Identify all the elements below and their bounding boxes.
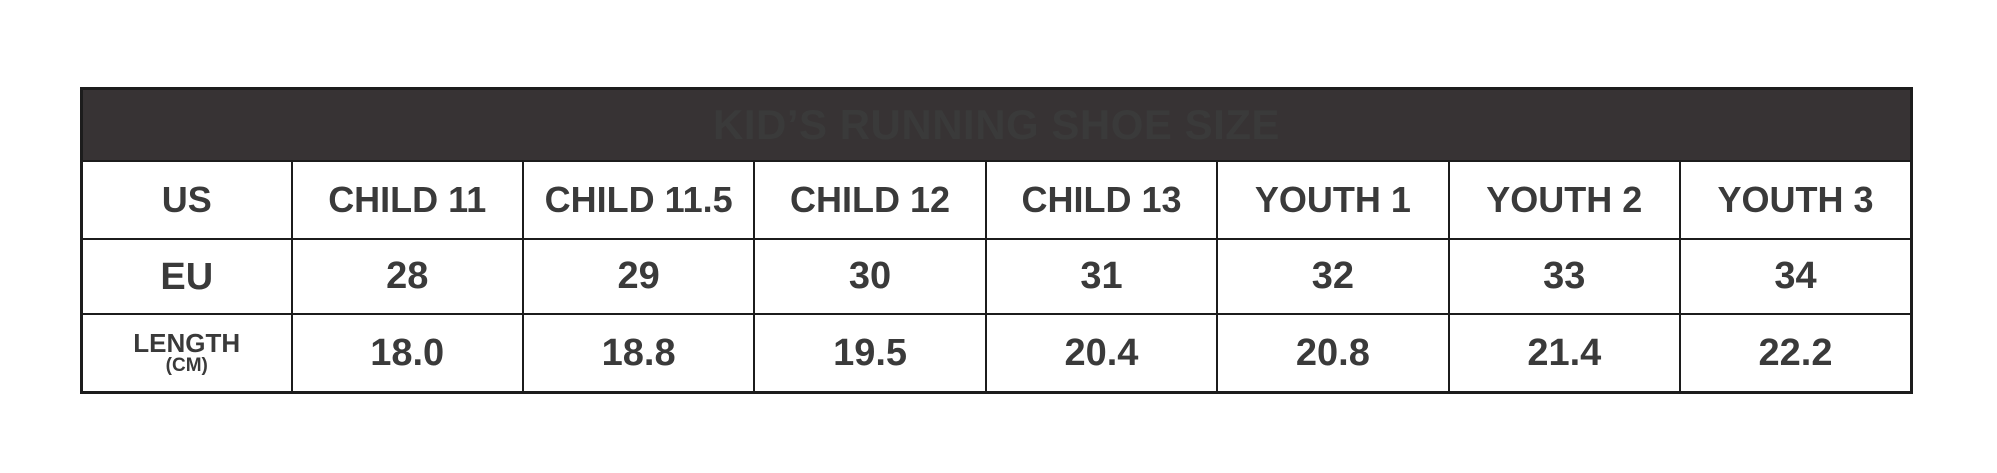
- row-label-cell: US: [80, 160, 293, 240]
- value-cell: YOUTH 2: [1447, 160, 1682, 240]
- row-label-cell: LENGTH (CM): [80, 313, 293, 394]
- table-title: KID’S RUNNING SHOE SIZE: [80, 87, 1913, 162]
- value-cell: 28: [290, 238, 524, 315]
- title-row: KID’S RUNNING SHOE SIZE: [80, 87, 1913, 162]
- value-cell: 32: [1216, 238, 1450, 315]
- value-cell: YOUTH 3: [1679, 160, 1913, 240]
- row-label-cell: EU: [80, 238, 293, 315]
- value-cell: CHILD 11.5: [521, 160, 756, 240]
- value-cell: 22.2: [1679, 313, 1913, 394]
- size-table-body: KID’S RUNNING SHOE SIZE US CHILD 11 CHIL…: [80, 87, 1913, 394]
- value-cell: 29: [521, 238, 756, 315]
- value-cell: 34: [1679, 238, 1913, 315]
- value-cell: CHILD 13: [984, 160, 1219, 240]
- row-label-main: EU: [160, 255, 214, 298]
- value-cell: 31: [984, 238, 1219, 315]
- value-cell: YOUTH 1: [1216, 160, 1450, 240]
- value-cell: CHILD 12: [753, 160, 987, 240]
- value-cell: 21.4: [1447, 313, 1682, 394]
- value-cell: 33: [1447, 238, 1682, 315]
- row-label-main: US: [161, 179, 212, 220]
- value-cell: 19.5: [753, 313, 987, 394]
- row-label-sub: (CM): [165, 355, 208, 377]
- value-cell: 20.8: [1216, 313, 1450, 394]
- size-chart-table: KID’S RUNNING SHOE SIZE US CHILD 11 CHIL…: [80, 87, 1913, 394]
- size-chart: KID’S RUNNING SHOE SIZE US CHILD 11 CHIL…: [80, 87, 1913, 394]
- value-cell: 18.0: [290, 313, 524, 394]
- value-cell: 18.8: [521, 313, 756, 394]
- table-row: EU 28 29 30 31 32 33 34: [80, 238, 1913, 315]
- row-label-main: LENGTH: [133, 328, 241, 359]
- value-cell: CHILD 11: [290, 160, 524, 240]
- table-row: US CHILD 11 CHILD 11.5 CHILD 12 CHILD 13…: [80, 160, 1913, 240]
- table-row: LENGTH (CM) 18.0 18.8 19.5 20.4 20.8 21.…: [80, 313, 1913, 394]
- value-cell: 30: [753, 238, 987, 315]
- value-cell: 20.4: [984, 313, 1219, 394]
